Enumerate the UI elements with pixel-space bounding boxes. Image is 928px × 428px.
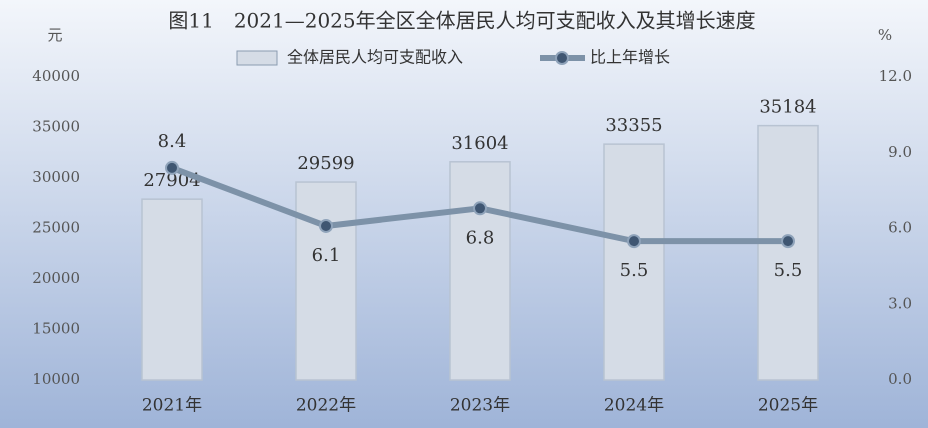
line-value-label: 6.1 [312,245,341,266]
y-tick-label: 15000 [32,320,80,338]
y2-tick-label: 12.0 [879,67,912,85]
y-tick-label: 30000 [32,168,80,186]
y2-tick-label: 3.0 [888,294,912,312]
line-value-label: 5.5 [774,260,803,281]
bar-value-label: 33355 [605,115,662,136]
y-tick-label: 25000 [32,219,80,237]
bar-value-label: 31604 [451,133,508,154]
legend-swatch [236,50,278,66]
y2-axis-unit: % [878,26,892,44]
x-tick-label: 2025年 [758,396,818,416]
line-value-label: 8.4 [158,131,187,152]
line-marker [627,234,641,249]
x-tick-label: 2021年 [142,396,202,416]
bar-value-label: 29599 [297,153,354,174]
y-tick-label: 20000 [32,269,80,287]
bar [449,161,511,381]
line-marker [319,218,333,233]
line-value-label: 6.8 [466,227,495,248]
legend-label: 比上年增长 [590,48,670,67]
line-marker [781,234,795,249]
y2-tick-label: 6.0 [888,219,912,237]
bar [141,198,203,381]
legend-swatch [555,51,569,65]
chart-title: 图11 2021—2025年全区全体居民人均可支配收入及其增长速度 [168,9,755,33]
line-marker [165,160,179,175]
y-tick-label: 10000 [32,370,80,388]
bar [603,143,665,381]
y2-tick-label: 9.0 [888,143,912,161]
x-tick-label: 2023年 [450,396,510,416]
x-tick-label: 2022年 [296,396,356,416]
legend-label: 全体居民人均可支配收入 [287,48,463,67]
y2-tick-label: 0.0 [888,370,912,388]
y-axis-unit: 元 [47,26,62,44]
y-tick-label: 35000 [32,118,80,136]
line-marker [473,201,487,216]
bar-value-label: 35184 [759,97,816,118]
line-value-label: 5.5 [620,260,649,281]
x-tick-label: 2024年 [604,396,664,416]
bar [295,181,357,381]
bar [757,124,819,381]
y-tick-label: 40000 [32,67,80,85]
